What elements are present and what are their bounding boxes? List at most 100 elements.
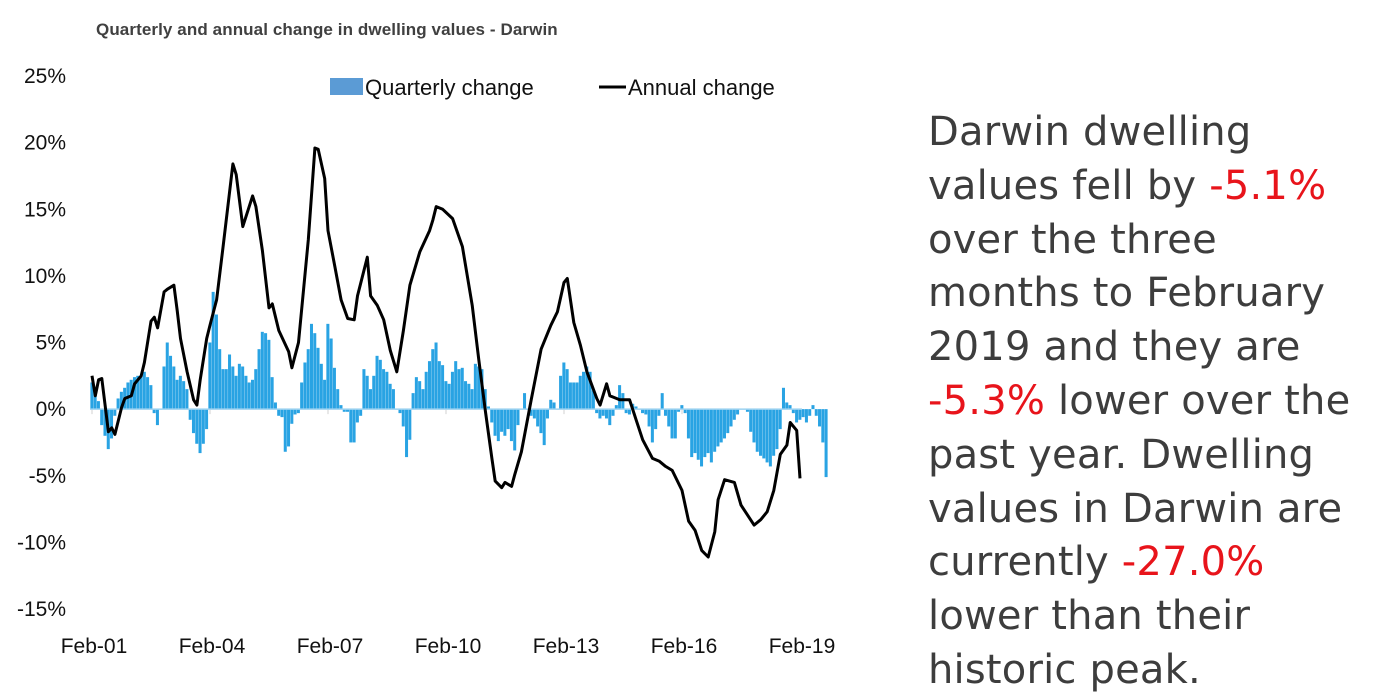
quarterly-bar xyxy=(441,365,445,410)
quarterly-bar xyxy=(824,409,828,478)
quarterly-bar xyxy=(575,382,579,410)
quarterly-bar xyxy=(100,409,104,426)
quarterly-bar xyxy=(195,409,199,444)
quarterly-bar xyxy=(473,363,477,410)
quarterly-bar xyxy=(162,366,166,410)
quarterly-bar xyxy=(188,409,192,420)
quarterly-bar xyxy=(427,361,431,410)
legend: Quarterly change Annual change xyxy=(330,75,775,100)
quarterly-bar xyxy=(778,409,782,430)
highlighted-stat: -5.3% xyxy=(928,377,1046,424)
quarterly-bar xyxy=(582,371,586,410)
quarterly-bar xyxy=(228,354,232,410)
quarterly-bar xyxy=(647,409,651,427)
quarterly-bar xyxy=(618,385,622,410)
quarterly-bar xyxy=(241,366,245,410)
quarterly-bar xyxy=(781,387,785,410)
quarterly-bar xyxy=(804,409,808,423)
quarterly-bar xyxy=(523,393,527,410)
quarterly-bar xyxy=(601,409,605,416)
quarterly-bar xyxy=(382,369,386,410)
quarterly-bar xyxy=(591,390,595,410)
legend-swatch-quarterly xyxy=(330,78,363,95)
quarterly-bar xyxy=(172,366,176,410)
quarterly-bar xyxy=(660,393,664,410)
quarterly-bar xyxy=(729,409,733,427)
x-tick-label: Feb-04 xyxy=(179,635,246,658)
quarterly-bar xyxy=(542,409,546,446)
quarterly-bar xyxy=(513,409,517,451)
quarterly-bar xyxy=(169,355,173,410)
x-tick-label: Feb-10 xyxy=(415,635,482,658)
y-tick-label: -5% xyxy=(29,465,66,488)
quarterly-bar xyxy=(801,409,805,418)
quarterly-bar xyxy=(146,377,150,410)
quarterly-bar xyxy=(683,409,687,414)
quarterly-bar xyxy=(182,381,186,410)
quarterly-bar xyxy=(634,406,638,410)
quarterly-bar xyxy=(290,409,294,424)
quarterly-bar xyxy=(759,409,763,456)
quarterly-bar xyxy=(359,409,363,416)
y-tick-label: 0% xyxy=(36,398,66,421)
quarterly-bar xyxy=(424,371,428,410)
quarterly-bar xyxy=(657,409,661,416)
quarterly-bar xyxy=(237,363,241,410)
quarterly-bar xyxy=(450,371,454,410)
quarterly-bar xyxy=(693,409,697,454)
quarterly-bar xyxy=(254,369,258,410)
quarterly-bar xyxy=(300,382,304,410)
quarterly-bar xyxy=(516,409,520,426)
quarterly-bar xyxy=(791,409,795,414)
commentary-segment: lower than their historic peak. xyxy=(928,593,1251,693)
quarterly-bar xyxy=(368,389,372,410)
quarterly-bar xyxy=(336,389,340,410)
highlighted-stat: -27.0% xyxy=(1121,539,1265,586)
quarterly-bar xyxy=(650,409,654,443)
quarterly-bar xyxy=(414,377,418,410)
quarterly-bar xyxy=(532,409,536,419)
quarterly-bar xyxy=(467,383,471,410)
quarterly-bar xyxy=(431,349,435,410)
x-tick-label: Feb-07 xyxy=(297,635,364,658)
quarterly-bar xyxy=(539,409,543,434)
quarterly-bar xyxy=(411,393,415,410)
quarterly-bar xyxy=(136,375,140,410)
quarterly-bar xyxy=(339,405,343,410)
quarterly-bar xyxy=(588,371,592,410)
quarterly-bar xyxy=(234,375,238,410)
quarterly-bar xyxy=(178,375,182,410)
quarterly-bar xyxy=(663,409,667,416)
quarterly-bar xyxy=(208,342,212,410)
y-tick-label: 25% xyxy=(24,65,66,88)
highlighted-stat: -5.1% xyxy=(1209,162,1327,209)
quarterly-bar xyxy=(690,409,694,458)
y-axis: 25% 20% 15% 10% 5% 0% -5% -10% -15% xyxy=(17,65,66,621)
quarterly-bar xyxy=(103,409,107,436)
quarterly-bar xyxy=(686,409,690,439)
quarterly-bar xyxy=(565,369,569,410)
quarterly-bar xyxy=(608,409,612,426)
chart: 25% 20% 15% 10% 5% 0% -5% -10% -15% Feb-01 Feb-04… xyxy=(17,65,835,658)
quarterly-bar xyxy=(536,409,540,427)
quarterly-bar xyxy=(165,342,169,410)
quarterly-bar xyxy=(667,409,671,427)
quarterly-bar xyxy=(703,409,707,458)
quarterly-bar xyxy=(280,409,284,418)
quarterly-bar xyxy=(529,409,533,416)
quarterly-bar xyxy=(362,369,366,410)
quarterly-bar xyxy=(752,409,756,443)
quarterly-bar xyxy=(700,409,704,467)
quarterly-bar xyxy=(460,367,464,410)
y-tick-label: -15% xyxy=(17,598,66,621)
quarterly-bar xyxy=(221,369,225,410)
quarterly-bar xyxy=(496,409,500,442)
quarterly-bar xyxy=(680,405,684,410)
quarterly-bar xyxy=(303,362,307,410)
quarterly-bar xyxy=(611,409,615,416)
quarterly-bar xyxy=(437,361,441,410)
quarterly-bar xyxy=(214,314,218,410)
quarterly-bar xyxy=(490,409,494,423)
x-tick-label: Feb-01 xyxy=(61,635,128,658)
quarterly-bar xyxy=(670,409,674,439)
